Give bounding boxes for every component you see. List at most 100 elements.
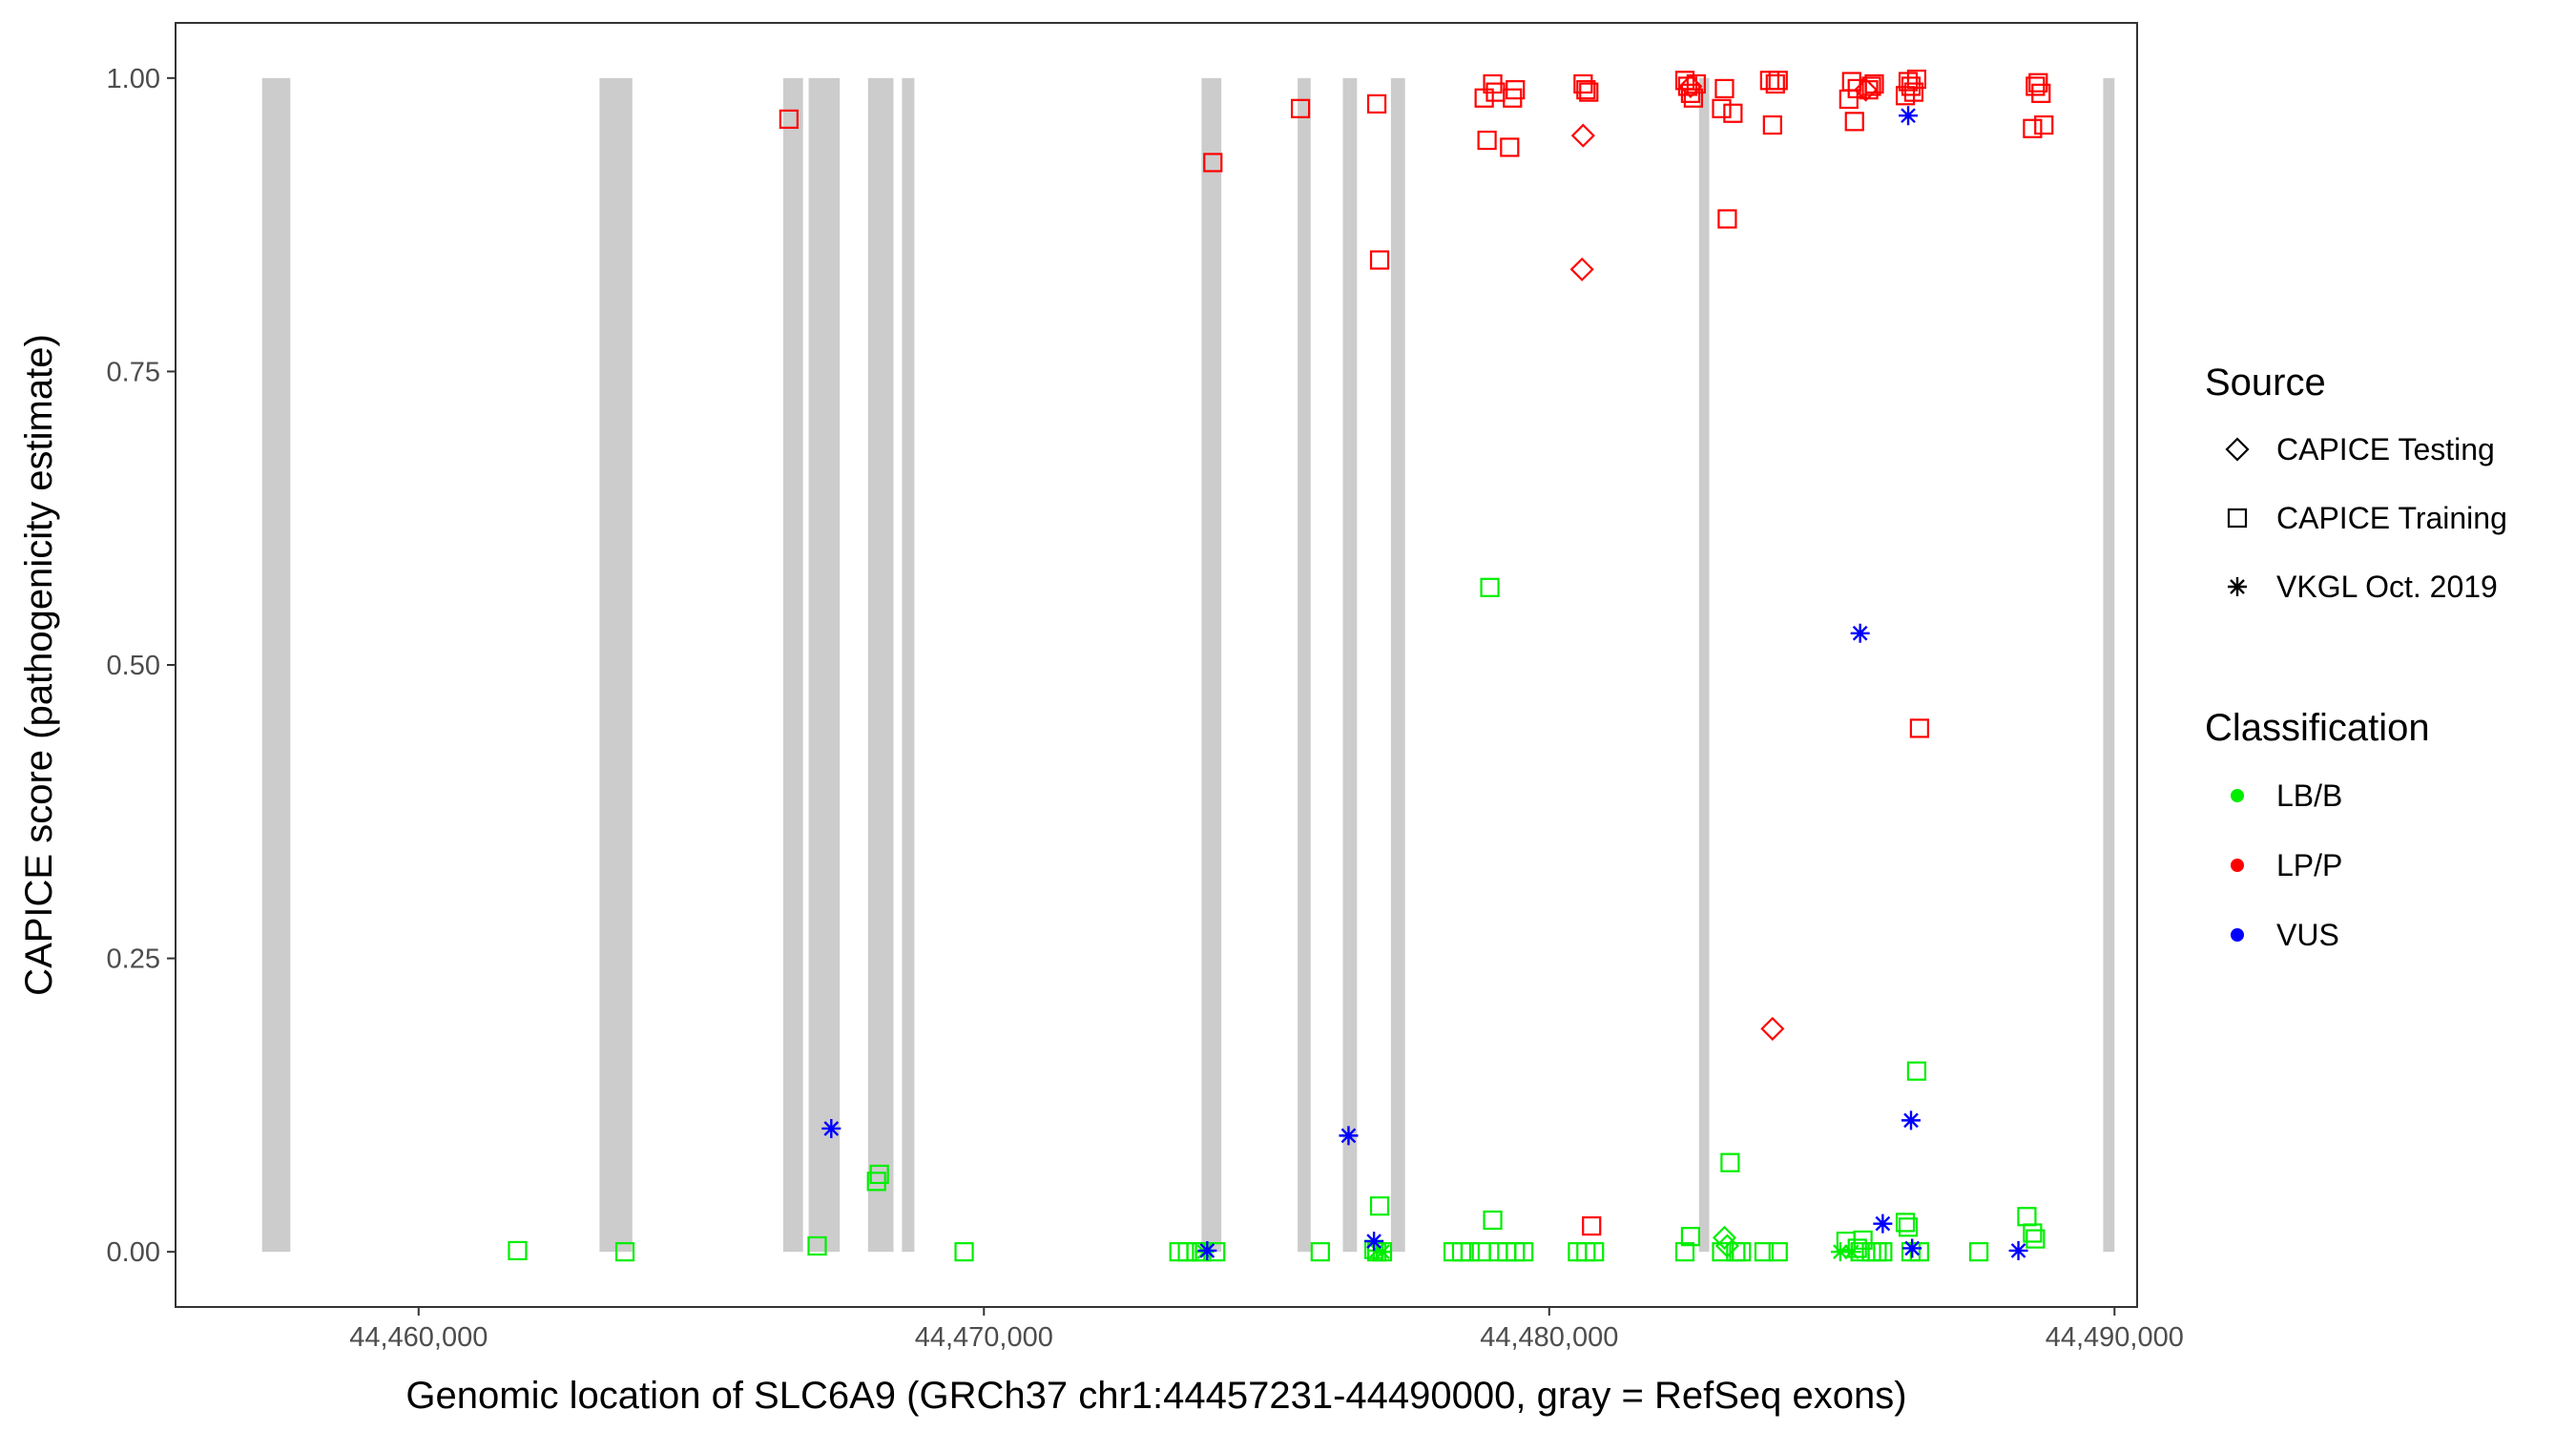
legend-classification-entry: LP/P: [2231, 848, 2342, 882]
exon-band-9: [1342, 77, 1358, 1253]
legend-classification-key-mark: [2231, 928, 2244, 942]
data-point: [1506, 80, 1526, 100]
data-point: [1683, 88, 1703, 108]
data-point-mark: [1723, 103, 1743, 123]
y-tick-label: 1.00: [107, 64, 160, 94]
data-point: [1570, 123, 1595, 148]
legend: Source CAPICE Testing CAPICE Training VKGL…: [2205, 362, 2507, 952]
data-point-mark: [1909, 718, 1929, 738]
x-axis: 44,460,000 44,470,000 44,480,000 44,490,000: [349, 1307, 2184, 1353]
exon-bands: [261, 77, 2115, 1253]
data-point-mark: [1902, 1238, 1922, 1258]
data-point: [1830, 1242, 1850, 1262]
data-point: [1712, 1242, 1732, 1262]
data-point: [1579, 82, 1599, 102]
y-axis: 0.00 0.25 0.50 0.75 1.00: [107, 64, 176, 1268]
data-point: [1195, 1242, 1215, 1262]
data-point: [2031, 83, 2051, 103]
legend-classification-key-mark: [2231, 859, 2244, 872]
data-point-mark: [1195, 1242, 1215, 1262]
data-point: [1968, 1242, 1989, 1262]
data-point-mark: [2025, 76, 2046, 96]
data-point-mark: [1477, 130, 1497, 151]
y-tick-label: 0.75: [107, 357, 160, 387]
data-point-mark: [1830, 1242, 1850, 1262]
exon-band-8: [1298, 77, 1311, 1253]
series-lp-p-capice-testing: [1569, 73, 1879, 1041]
legend-classification-entries: LB/B LP/P VUS: [2231, 778, 2342, 952]
legend-classification-title: Classification: [2205, 707, 2430, 749]
data-point: [2025, 1229, 2046, 1249]
data-point-mark: [1197, 1240, 1217, 1260]
data-point: [2034, 114, 2054, 135]
data-point-mark: [1895, 1213, 1916, 1233]
data-point: [1364, 1232, 1384, 1252]
data-point: [1582, 1216, 1602, 1236]
data-point: [1765, 73, 1785, 94]
data-point-mark: [1680, 1227, 1701, 1247]
series-lb-b-capice-testing: [1712, 1225, 1739, 1258]
data-point-mark: [1500, 137, 1520, 157]
data-point-mark: [2023, 118, 2043, 138]
data-point: [1901, 1110, 1921, 1130]
data-point: [1720, 1152, 1740, 1172]
exon-band-7: [1201, 77, 1222, 1253]
data-point: [1714, 78, 1735, 98]
data-point-mark: [1898, 1217, 1919, 1237]
data-point-mark: [1901, 76, 1922, 96]
data-point: [1373, 1242, 1392, 1262]
y-tick-label: 0.50: [107, 651, 160, 681]
data-point: [1898, 1217, 1919, 1237]
legend-source-key: [2228, 577, 2247, 596]
series-vus-vkgl-oct-2019: [821, 106, 2028, 1260]
data-point-mark: [869, 1164, 889, 1185]
data-point-mark: [1569, 257, 1594, 281]
legend-source-label: CAPICE Training: [2276, 501, 2507, 535]
data-point: [1906, 1061, 1927, 1081]
exon-band-12: [2103, 77, 2115, 1253]
data-point-mark: [1506, 80, 1526, 100]
data-point: [1909, 718, 1929, 738]
exon-band-2: [599, 77, 633, 1253]
data-point: [1723, 103, 1743, 123]
data-point: [1678, 73, 1703, 98]
data-point: [1760, 1016, 1785, 1041]
data-point-mark: [1290, 98, 1311, 118]
data-point: [2023, 1223, 2043, 1243]
data-point-mark: [1768, 1242, 1788, 1262]
data-point-mark: [1674, 1242, 1695, 1262]
data-point: [1483, 1210, 1503, 1231]
legend-source-label: CAPICE Testing: [2276, 432, 2495, 467]
data-point-mark: [1364, 1232, 1384, 1252]
data-point-mark: [1899, 106, 1919, 126]
data-point-mark: [1712, 1242, 1732, 1262]
legend-source-entry: CAPICE Training: [2227, 501, 2507, 535]
data-point-mark: [1366, 93, 1387, 114]
exon-band-11: [1698, 77, 1710, 1253]
data-point: [1674, 1242, 1695, 1262]
data-point: [1290, 98, 1311, 118]
y-tick-label: 0.00: [107, 1237, 160, 1268]
legend-classification-key-mark: [2231, 789, 2244, 802]
data-point-mark: [1683, 88, 1703, 108]
data-point: [1850, 623, 1870, 643]
data-point-mark: [1339, 1126, 1359, 1146]
data-point: [1768, 1242, 1788, 1262]
legend-classification-key: [2231, 859, 2244, 872]
data-point-mark: [866, 1172, 886, 1192]
legend-source-key: [2227, 508, 2248, 529]
exon-band-10: [1390, 77, 1405, 1253]
data-point: [1754, 1242, 1775, 1262]
data-point-mark: [1585, 1242, 1605, 1262]
exon-band-6: [902, 77, 915, 1253]
data-point-mark: [1909, 1242, 1929, 1262]
data-point: [1901, 76, 1922, 96]
data-point-mark: [1720, 1152, 1740, 1172]
data-point: [1310, 1242, 1330, 1262]
data-point: [1841, 1242, 1861, 1262]
exon-band-3: [782, 77, 803, 1253]
x-tick-label: 44,460,000: [349, 1322, 488, 1353]
data-point: [807, 1235, 827, 1256]
data-point: [2023, 118, 2043, 138]
